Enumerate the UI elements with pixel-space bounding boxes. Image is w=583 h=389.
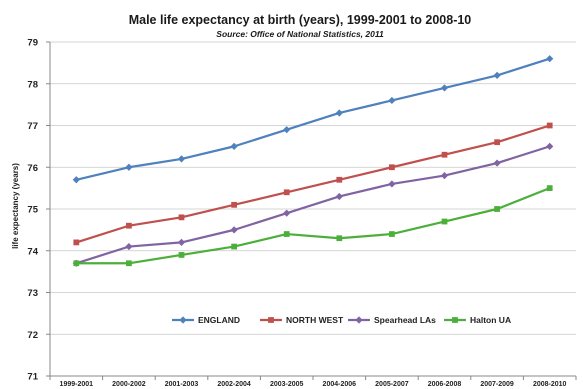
data-point (125, 163, 133, 171)
data-point (178, 214, 185, 221)
x-tick-label: 2000-2002 (112, 381, 146, 388)
data-point (441, 151, 448, 158)
data-point (546, 185, 553, 192)
data-point (546, 142, 554, 150)
series-line (76, 57, 551, 181)
data-point (230, 226, 238, 234)
legend-label: NORTH WEST (286, 315, 344, 325)
legend-item: Halton UA (444, 315, 511, 325)
series-line (76, 187, 551, 265)
data-point (440, 84, 449, 92)
series-halton-ua (73, 185, 553, 267)
x-tick-label: 2003-2005 (270, 381, 304, 388)
legend-swatch-marker (268, 317, 274, 323)
data-point (177, 155, 186, 163)
x-tick-label: 2007-2009 (480, 381, 514, 388)
y-tick-label: 78 (27, 79, 38, 90)
axes (46, 41, 577, 380)
data-point (494, 139, 500, 146)
data-point (73, 260, 80, 267)
data-point (389, 164, 395, 171)
data-point (388, 180, 396, 188)
data-point (178, 252, 185, 258)
legend: ENGLAND NORTH WEST Spearhead LAs Halton UA (172, 315, 511, 325)
data-point (546, 55, 554, 63)
x-tick-label: 2002-2004 (217, 381, 251, 388)
data-point (126, 222, 132, 229)
legend-label: ENGLAND (198, 315, 240, 325)
legend-item: NORTH WEST (260, 315, 344, 325)
y-tick-label: 74 (27, 246, 38, 257)
y-tick-label: 72 (27, 330, 38, 341)
series-line (75, 124, 551, 244)
y-tick-label: 73 (27, 288, 38, 299)
legend-swatch-marker (452, 317, 458, 323)
data-point (230, 142, 238, 150)
data-point (283, 126, 291, 134)
x-tick-labels: 1999-2001 2000-2002 2001-2003 2002-2004 2003… (60, 381, 567, 388)
legend-item: ENGLAND (172, 315, 240, 325)
legend-label: Halton UA (470, 315, 511, 325)
data-point (494, 206, 500, 212)
data-point (440, 172, 449, 180)
data-point (177, 238, 186, 246)
series-lines (72, 55, 554, 267)
legend-swatch-marker (355, 316, 363, 324)
legend-item: Spearhead LAs (348, 315, 436, 325)
data-point (388, 96, 396, 105)
data-point (126, 260, 132, 267)
series-line (75, 145, 551, 265)
y-tick-label: 76 (27, 163, 38, 174)
x-tick-label: 2001-2003 (165, 381, 199, 388)
data-point (283, 189, 290, 196)
data-point (546, 122, 553, 129)
data-point (335, 109, 343, 117)
data-point (493, 159, 501, 167)
series-england (72, 55, 554, 184)
y-axis-label: life expectancy (years) (11, 163, 20, 249)
legend-swatch-marker (179, 316, 187, 324)
data-point (336, 176, 343, 183)
data-point (283, 209, 291, 217)
data-point (231, 201, 237, 208)
y-tick-label: 75 (27, 205, 38, 216)
data-point (283, 231, 290, 237)
y-tick-label: 77 (27, 121, 38, 132)
chart-title: Male life expectancy at birth (years), 1… (129, 13, 472, 27)
data-point (389, 231, 395, 237)
legend-label: Spearhead LAs (374, 315, 436, 325)
y-tick-labels: 71 72 73 74 75 76 77 78 79 (27, 38, 38, 383)
data-point (493, 71, 501, 79)
grid-lines (50, 41, 576, 335)
data-point (73, 239, 80, 246)
x-tick-label: 2008-2010 (533, 381, 567, 388)
x-tick-label: 1999-2001 (60, 381, 94, 388)
x-tick-label: 2005-2007 (375, 381, 409, 388)
data-point (72, 176, 80, 184)
series-spearhead-las (72, 142, 554, 267)
data-point (441, 218, 448, 225)
data-point (336, 235, 343, 242)
y-tick-label: 71 (27, 372, 38, 383)
series-north-west (73, 122, 553, 246)
data-point (125, 242, 133, 251)
data-point (335, 192, 343, 201)
chart-subtitle: Source: Office of National Statistics, 2… (216, 29, 384, 39)
y-tick-label: 79 (27, 38, 38, 49)
x-tick-label: 2006-2008 (428, 381, 462, 388)
x-tick-label: 2004-2006 (323, 381, 357, 388)
data-point (231, 243, 237, 250)
